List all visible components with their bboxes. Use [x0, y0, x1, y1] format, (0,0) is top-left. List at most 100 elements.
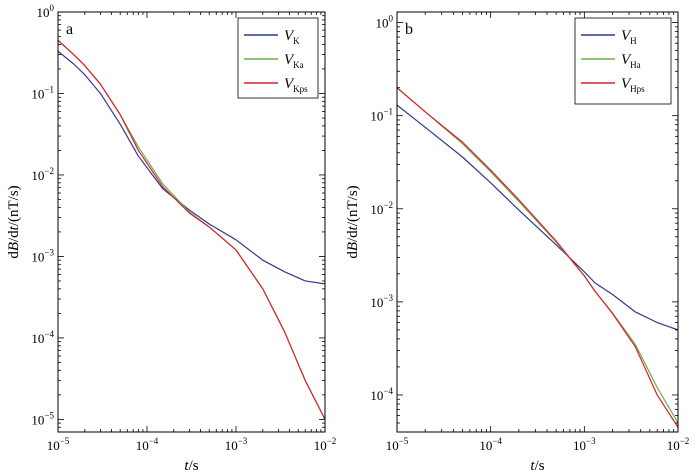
y-tick-exponent: 0: [50, 3, 55, 13]
y-axis-label-part: t: [6, 225, 22, 230]
y-axis-label-part: d: [345, 251, 361, 259]
y-tick-base: 10: [370, 202, 383, 217]
y-tick-base: 10: [31, 168, 44, 183]
chart-panel-b: 10−5 10−4 10−3 10−210−410−310−210−1100bt/sd…: [345, 11, 690, 474]
y-tick-label: 10−3: [31, 247, 54, 264]
legend-box: [237, 17, 319, 99]
x-tick-label: 10−5: [386, 436, 409, 453]
y-tick-base: 10: [31, 412, 44, 427]
x-tick-base: 10: [386, 438, 399, 453]
series-line-VH: [397, 104, 678, 331]
legend-label-var: V: [621, 28, 632, 44]
y-tick-base: 10: [31, 86, 44, 101]
x-tick-base: 10: [667, 438, 680, 453]
legend-label-var: V: [284, 76, 295, 92]
y-tick-base: 10: [370, 295, 383, 310]
y-tick-exponent: −1: [44, 84, 54, 94]
y-tick-exponent: 0: [389, 14, 394, 24]
y-axis-label-part: B: [6, 242, 22, 251]
x-axis-label-var: t: [530, 458, 535, 474]
plot-frame: [396, 11, 679, 433]
legend-label-sub: Kps: [293, 84, 308, 94]
y-axis-label-part: d: [6, 251, 22, 259]
y-tick-label: 10−4: [31, 329, 54, 346]
panel-label: b: [405, 21, 413, 38]
x-tick-base: 10: [573, 438, 586, 453]
y-axis-label-part: /(nT/s): [6, 185, 22, 226]
x-tick-label: 10−4: [479, 436, 502, 453]
legend-label-K: VK: [284, 28, 300, 46]
legend-box: [574, 17, 672, 105]
legend-label-sub: K: [293, 36, 300, 46]
legend-label-Ka: VKa: [284, 52, 304, 70]
y-axis-label-part: /d: [345, 230, 361, 242]
x-tick-exponent: −2: [327, 436, 337, 446]
y-axis-label: dB/dt/(nT/s): [345, 185, 361, 258]
legend-label-Hps: VHps: [621, 76, 645, 94]
y-tick-exponent: −4: [44, 329, 54, 339]
y-axis-label-part: /(nT/s): [345, 185, 361, 226]
legend-label-sub: Ka: [293, 60, 304, 70]
x-tick-exponent: −4: [149, 436, 159, 446]
legend-label-Kps: VKps: [284, 76, 308, 94]
y-tick-exponent: −3: [383, 293, 393, 303]
legend-label-H: VH: [621, 28, 637, 46]
legend-label-var: V: [621, 76, 632, 92]
x-tick-label: 10−4: [136, 436, 159, 453]
y-tick-label: 10−2: [370, 200, 393, 217]
legend-label-sub: Ha: [630, 60, 641, 70]
legend-label-sub: H: [630, 36, 637, 46]
x-tick-exponent: −3: [586, 436, 596, 446]
x-tick-exponent: −2: [680, 436, 690, 446]
x-tick-base: 10: [136, 438, 149, 453]
x-tick-base: 10: [225, 438, 238, 453]
y-tick-base: 10: [31, 331, 44, 346]
legend-label-Ha: VHa: [621, 52, 641, 70]
y-tick-exponent: −1: [383, 107, 393, 117]
x-tick-exponent: −4: [492, 436, 502, 446]
legend-label-var: V: [284, 28, 295, 44]
x-tick-base: 10: [479, 438, 492, 453]
x-tick-label: 10−3: [573, 436, 596, 453]
y-tick-exponent: −5: [44, 410, 54, 420]
y-tick-label: 100: [376, 14, 394, 31]
series-line-VHps: [397, 87, 678, 428]
y-tick-exponent: −2: [44, 166, 54, 176]
y-axis-label-part: B: [345, 242, 361, 251]
x-axis-label-var: t: [184, 458, 189, 474]
x-tick-label: 10−2: [314, 436, 337, 453]
x-axis-label: t/s: [184, 458, 198, 474]
x-axis-label-unit: /s: [189, 458, 199, 474]
y-tick-base: 10: [370, 388, 383, 403]
y-tick-label: 10−2: [31, 166, 54, 183]
y-tick-label: 10−5: [31, 410, 54, 427]
series-line-VKps: [58, 39, 325, 420]
y-tick-exponent: −3: [44, 247, 54, 257]
y-axis-label: dB/dt/(nT/s): [6, 185, 22, 258]
x-axis-label: t/s: [530, 458, 544, 474]
x-axis-label-unit: /s: [535, 458, 545, 474]
y-tick-label: 10−1: [370, 107, 393, 124]
plot-frame: [57, 11, 326, 433]
y-axis-label-part: t: [345, 225, 361, 230]
chart-panel-a: 10−5 10−4 10−3 10−210−510−410−310−210−1100a…: [6, 3, 336, 474]
y-tick-base: 10: [376, 16, 389, 31]
y-tick-label: 10−1: [31, 84, 54, 101]
y-tick-label: 10−3: [370, 293, 393, 310]
x-tick-base: 10: [47, 438, 60, 453]
x-tick-label: 10−3: [225, 436, 248, 453]
y-tick-label: 100: [37, 3, 55, 20]
x-tick-label: 10−5: [47, 436, 70, 453]
legend-label-var: V: [284, 52, 295, 68]
y-tick-label: 10−4: [370, 386, 393, 403]
legend-label-var: V: [621, 52, 632, 68]
y-tick-base: 10: [370, 109, 383, 124]
x-tick-exponent: −3: [238, 436, 248, 446]
x-tick-base: 10: [314, 438, 327, 453]
x-tick-label: 10−2: [667, 436, 690, 453]
legend-label-sub: Hps: [630, 84, 645, 94]
y-tick-exponent: −2: [383, 200, 393, 210]
